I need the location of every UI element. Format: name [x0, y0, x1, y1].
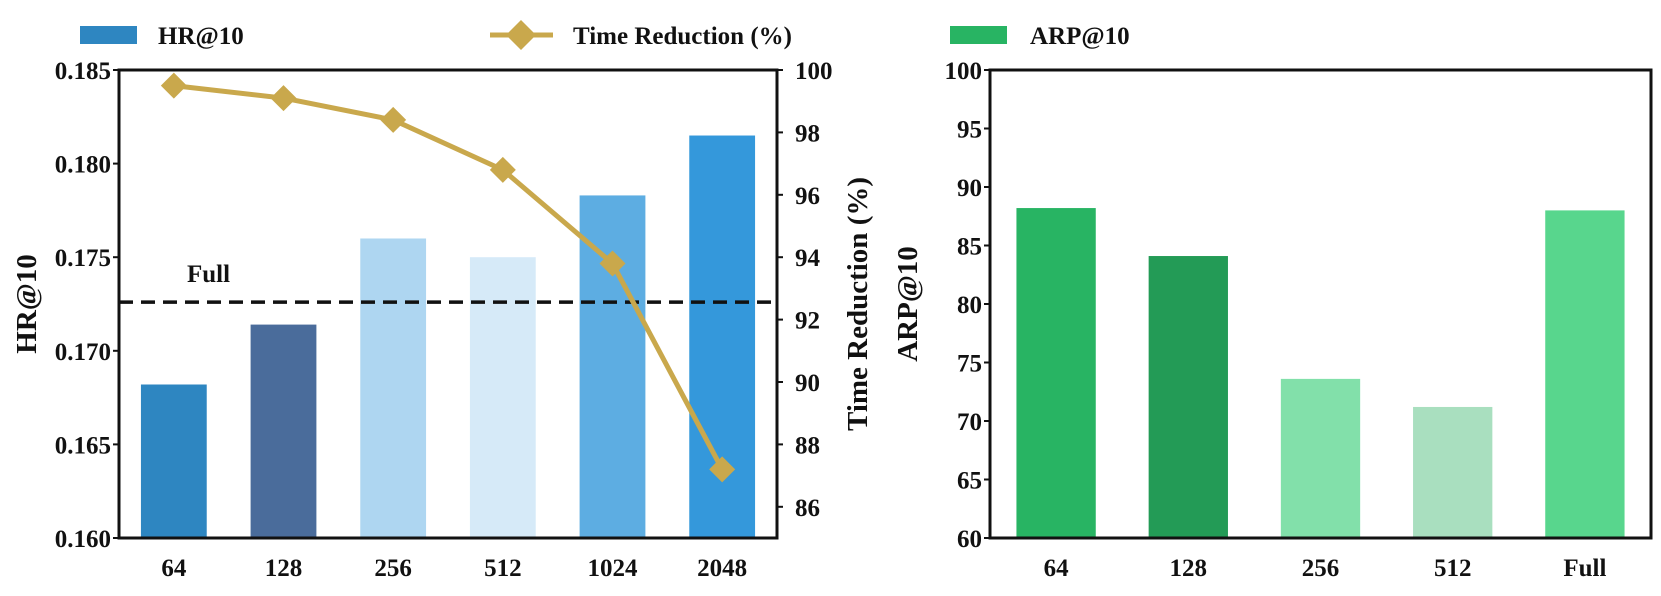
time-axis-label: Time Reduction (%)	[842, 177, 874, 431]
arp-bar-256	[1280, 378, 1361, 538]
time-reduction-point-256	[380, 106, 407, 133]
hr-bars	[140, 135, 756, 539]
hr-bar-128	[250, 324, 317, 538]
hr-bar-64	[140, 384, 207, 538]
arp-y-tick-label: 75	[957, 351, 982, 378]
arp-bar-64	[1016, 208, 1096, 538]
hr-bar-256	[360, 238, 427, 539]
arp-y-tick-label: 85	[957, 234, 982, 261]
time-reduction-series	[160, 72, 736, 483]
arp-y-tick-label: 80	[957, 292, 982, 319]
arp-bars	[1016, 208, 1625, 538]
time-y-tick-label: 100	[795, 58, 833, 85]
time-y-tick-label: 92	[795, 308, 820, 335]
hr-y-axis: 0.160 0.165 0.170 0.175 0.180 0.185	[55, 58, 119, 553]
time-y-tick-label: 90	[795, 370, 820, 397]
time-y-tick-label: 94	[795, 245, 821, 272]
arp-y-tick-label: 100	[945, 58, 983, 85]
arp-y-axis: 60 65 70 75 80 85 90 95 100	[945, 58, 990, 553]
left-x-tick-label: 2048	[697, 555, 747, 582]
left-x-tick-label: 64	[161, 555, 187, 582]
legend-hr-label: HR@10	[158, 23, 244, 50]
left-x-tick-label: 256	[374, 555, 412, 582]
hr-y-tick-label: 0.185	[55, 58, 111, 85]
time-reduction-point-1024	[599, 250, 626, 277]
legend-right: ARP@10	[950, 23, 1130, 50]
arp-y-tick-label: 70	[957, 409, 982, 436]
time-reduction-point-512	[489, 156, 516, 183]
left-x-axis: 64 128 256 512 1024 2048	[161, 555, 747, 582]
full-reference-label: Full	[187, 261, 230, 288]
left-x-tick-label: 512	[484, 555, 522, 582]
legend-arp-swatch	[950, 26, 1007, 44]
time-reduction-point-2048	[709, 456, 736, 483]
arp-bar-512	[1413, 406, 1493, 538]
time-reduction-point-128	[270, 85, 297, 112]
time-y-tick-label: 86	[795, 495, 820, 522]
time-y-tick-label: 96	[795, 183, 820, 210]
arp-y-tick-label: 95	[957, 117, 982, 144]
right-x-axis: 64 128 256 512 Full	[1044, 555, 1607, 582]
time-y-tick-label: 88	[795, 432, 820, 459]
legend-time-label: Time Reduction (%)	[573, 23, 792, 50]
hr-axis-label: HR@10	[11, 254, 43, 353]
hr-bar-512	[469, 257, 536, 538]
right-x-tick-label: 256	[1302, 555, 1340, 582]
hr-y-tick-label: 0.170	[55, 339, 111, 366]
right-chart: 60 65 70 75 80 85 90 95 100 64 128 256 512 Full ARP@…	[892, 58, 1653, 582]
time-reduction-line	[173, 83, 725, 471]
right-x-tick-label: Full	[1563, 555, 1606, 582]
hr-y-tick-label: 0.160	[55, 526, 111, 553]
arp-axis-label: ARP@10	[892, 246, 924, 362]
arp-bar-Full	[1545, 210, 1625, 538]
hr-y-tick-label: 0.165	[55, 432, 111, 459]
time-y-tick-label: 98	[795, 120, 820, 147]
right-x-tick-label: 512	[1434, 555, 1472, 582]
time-reduction-point-64	[160, 72, 187, 99]
arp-bar-128	[1148, 256, 1228, 538]
hr-y-tick-label: 0.180	[55, 152, 111, 179]
arp-y-tick-label: 90	[957, 175, 982, 202]
right-x-tick-label: 64	[1044, 555, 1070, 582]
left-x-tick-label: 1024	[588, 555, 639, 582]
legend-arp-label: ARP@10	[1030, 23, 1130, 50]
legend-hr-swatch	[80, 26, 137, 44]
legend-left: HR@10 Time Reduction (%)	[80, 20, 792, 50]
left-x-tick-label: 128	[265, 555, 303, 582]
arp-y-tick-label: 65	[957, 468, 982, 495]
legend-time-diamond	[506, 20, 536, 50]
time-y-axis: 86 88 90 92 94 96 98 100	[777, 58, 833, 522]
hr-y-tick-label: 0.175	[55, 245, 111, 272]
right-x-tick-label: 128	[1170, 555, 1208, 582]
left-plot-frame	[117, 68, 779, 540]
left-chart: Full 0.160 0.165 0.170 0.175 0.180 0.185 86 88…	[11, 58, 874, 582]
arp-y-tick-label: 60	[957, 526, 982, 553]
